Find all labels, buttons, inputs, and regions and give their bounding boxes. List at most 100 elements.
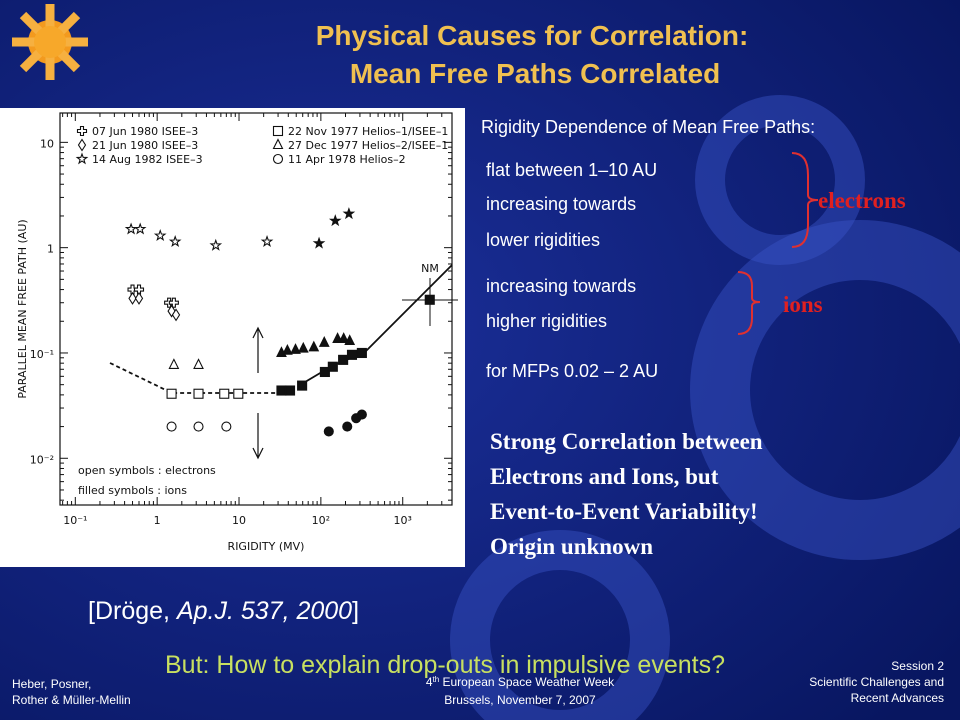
point [342, 421, 353, 432]
point [193, 388, 204, 399]
point [328, 214, 342, 227]
note-line: for MFPs 0.02 – 2 AU [486, 361, 658, 381]
conclusion-line: Event-to-Event Variability! [490, 499, 758, 524]
conclusion-line: Strong Correlation between [490, 429, 763, 454]
point [297, 341, 309, 353]
point [282, 344, 293, 355]
point [193, 358, 204, 369]
x-tick-label: 10² [312, 514, 330, 527]
point [319, 366, 330, 378]
point [134, 291, 144, 305]
footer-right: Session 2 [891, 659, 944, 673]
point [338, 332, 350, 343]
footer-part: European Space Weather Week [439, 675, 615, 689]
y-tick-label: 1 [47, 243, 54, 256]
annotation: open symbols : electrons [78, 464, 216, 477]
point [356, 347, 367, 359]
point [346, 349, 358, 360]
citation-part: ] [352, 597, 359, 625]
x-axis-label: RIGIDITY (MV) [228, 540, 305, 553]
x-tick-label: 10³ [394, 514, 412, 527]
point [166, 388, 177, 399]
note-line: higher rigidities [486, 311, 607, 331]
point [344, 334, 356, 346]
point [312, 236, 326, 249]
note-line: increasing towards [486, 276, 636, 296]
legend-marker [75, 152, 89, 165]
legend-marker [272, 138, 284, 150]
note-line: increasing towards [486, 194, 636, 214]
point [233, 388, 244, 399]
citation: [Dröge, Ap.J. 537, 2000] [88, 597, 359, 625]
brace [791, 152, 819, 248]
point [290, 343, 301, 354]
annotation: NM [421, 262, 439, 275]
conclusion-line: Electrons and Ions, but [490, 464, 719, 489]
legend-entry: 07 Jun 1980 ISEE–3 [92, 125, 198, 138]
legend-marker [77, 138, 87, 152]
point [133, 284, 145, 295]
note-line: flat between 1–10 AU [486, 160, 657, 180]
point [318, 336, 330, 347]
annotation: filled symbols : ions [78, 484, 187, 497]
footer-sup: th [433, 675, 440, 684]
x-tick-label: 1 [154, 514, 161, 527]
y-tick-label: 10 [40, 137, 54, 150]
point [327, 361, 338, 372]
point [166, 421, 177, 432]
arrow [252, 413, 264, 460]
citation-part: [Dröge, [88, 597, 177, 625]
point [308, 340, 320, 352]
point [168, 235, 182, 248]
point [276, 385, 287, 396]
point [193, 421, 204, 432]
point [219, 388, 230, 399]
legend-marker [272, 125, 284, 137]
y-tick-label: 10⁻² [30, 453, 54, 466]
question: But: How to explain drop-outs in impulsi… [165, 651, 725, 679]
point [133, 222, 147, 235]
x-tick-label: 10⁻¹ [63, 514, 87, 527]
point [171, 308, 181, 322]
note-line: lower rigidities [486, 230, 600, 250]
electrons-label: electrons [818, 188, 906, 213]
y-axis-label: PARALLEL MEAN FREE PATH (AU) [16, 219, 29, 398]
conclusion-line: Origin unknown [490, 534, 653, 559]
arrow [252, 326, 264, 373]
point [153, 229, 167, 242]
fit-line [109, 362, 280, 394]
y-tick-label: 10⁻¹ [30, 348, 54, 361]
point [168, 297, 179, 308]
legend-entry: 22 Nov 1977 Helios–1/ISEE–1 [288, 125, 448, 138]
plot-frame [59, 112, 453, 506]
x-tick-label: 10 [232, 514, 246, 527]
footer-right: Recent Advances [851, 691, 944, 705]
ions-label: ions [783, 292, 823, 317]
citation-journal: Ap.J. 537, 2000 [175, 597, 352, 625]
point [284, 385, 296, 396]
error-cross [402, 278, 458, 326]
legend-marker [76, 125, 88, 137]
legend-marker [272, 153, 284, 165]
title-line: Mean Free Paths Correlated [350, 58, 720, 89]
point [297, 380, 308, 391]
chart: 10⁻¹ 1 10 10² 10³ 10⁻² 10⁻¹ 1 10 RIGIDITY (MV) PAR… [16, 112, 458, 553]
point [209, 238, 223, 251]
footer-center: Brussels, November 7, 2007 [444, 693, 596, 707]
point [342, 207, 356, 220]
point [338, 354, 349, 365]
point [221, 421, 232, 432]
legend-entry: 27 Dec 1977 Helios–2/ISEE–1 [288, 139, 448, 152]
footer-part: 4 [426, 675, 433, 689]
point [128, 291, 137, 305]
point [356, 409, 367, 420]
chart-panel [0, 108, 465, 567]
point [168, 358, 180, 369]
footer-right: Scientific Challenges and [809, 675, 944, 689]
sun-logo [12, 4, 88, 80]
footer-left: Rother & Müller-Mellin [12, 693, 131, 707]
footer-left: Heber, Posner, [12, 677, 91, 691]
notes-heading: Rigidity Dependence of Mean Free Paths: [481, 117, 815, 137]
legend-entry: 11 Apr 1978 Helios–2 [288, 153, 406, 166]
